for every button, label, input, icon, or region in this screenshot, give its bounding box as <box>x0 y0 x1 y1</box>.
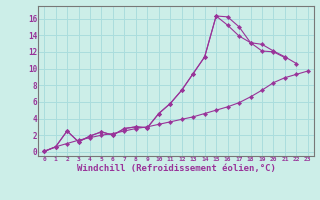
X-axis label: Windchill (Refroidissement éolien,°C): Windchill (Refroidissement éolien,°C) <box>76 164 276 173</box>
